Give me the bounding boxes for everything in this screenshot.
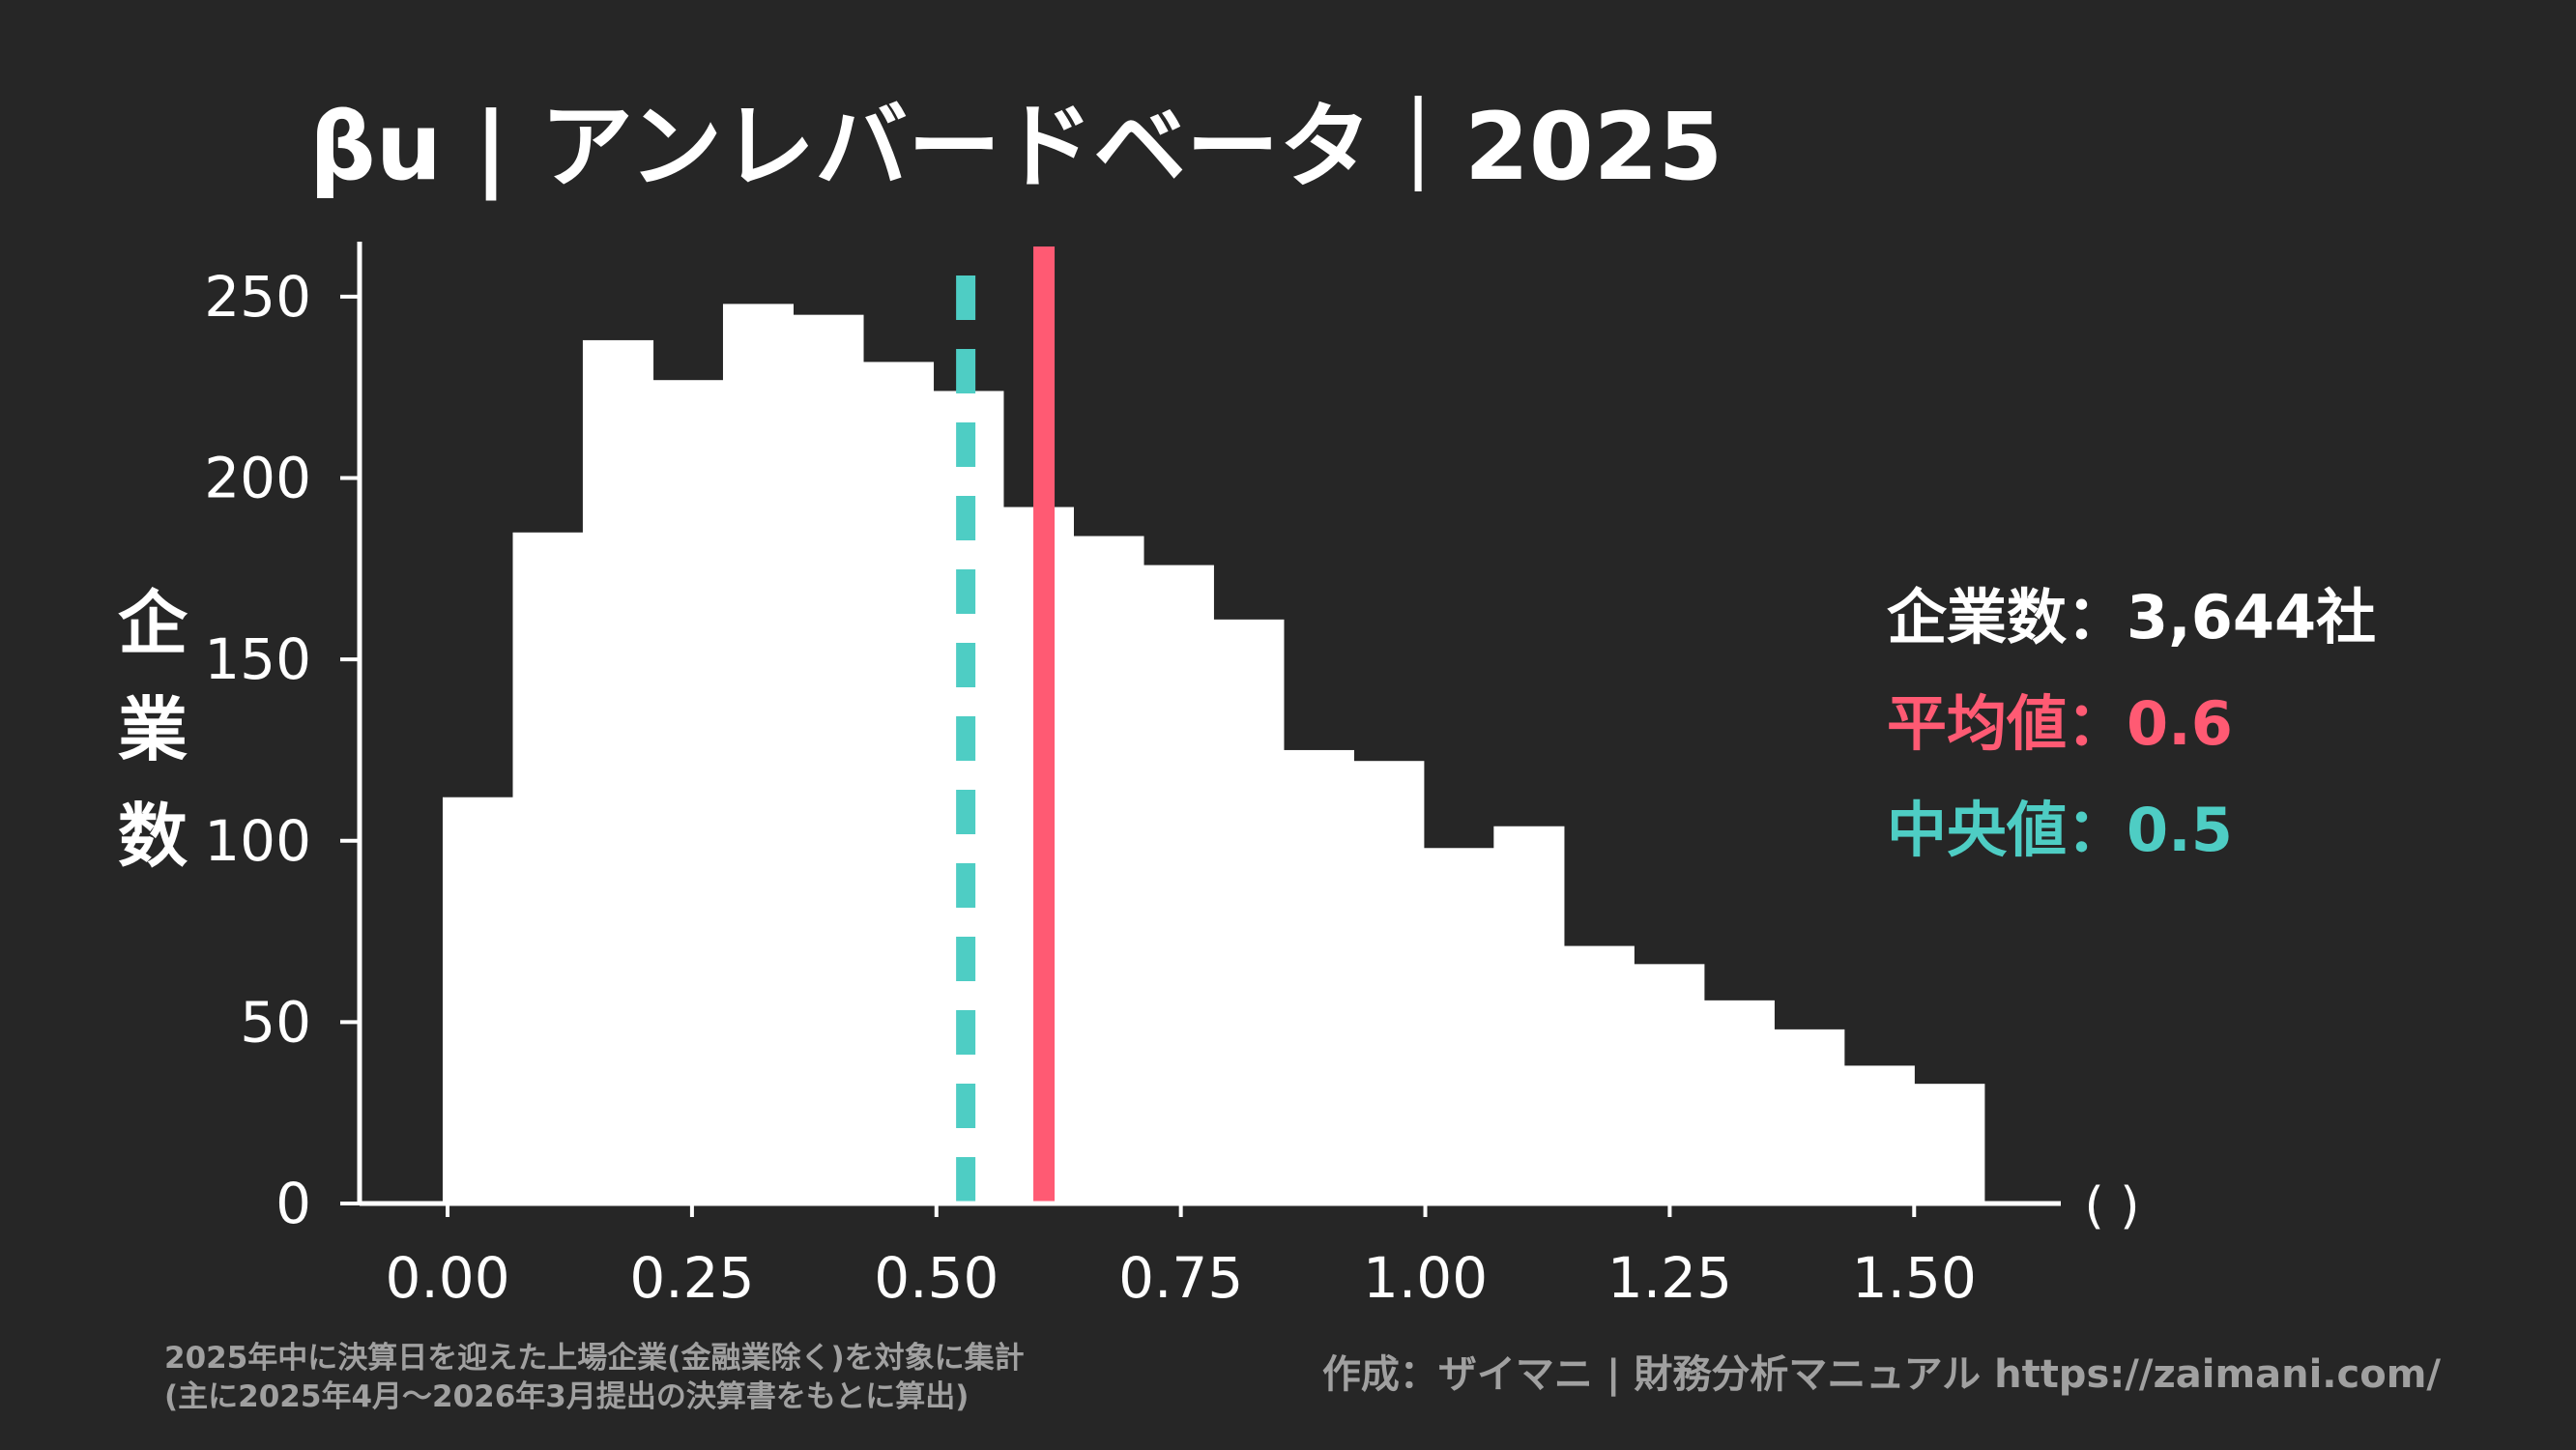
histogram-bar [862, 362, 935, 1204]
x-tick-label: 1.00 [1363, 1245, 1488, 1311]
histogram-bar [652, 380, 724, 1204]
x-tick-label: 0.50 [874, 1245, 999, 1311]
x-tick-label: 1.25 [1607, 1245, 1732, 1311]
reference-lines [956, 246, 1056, 1204]
x-tick-label: 1.50 [1852, 1245, 1977, 1311]
histogram-bar [1634, 964, 1705, 1204]
histogram-bar [1143, 565, 1214, 1204]
median-stat: 中央値：0.5 [1887, 795, 2233, 865]
histogram-bar [1493, 826, 1565, 1204]
axes [357, 242, 2061, 1206]
credit-text: 作成：ザイマニ | 財務分析マニュアル https://zaimani.com/ [1322, 1352, 2441, 1398]
histogram-bar [582, 339, 654, 1204]
histogram-bar [1073, 536, 1144, 1204]
footnote-line-2: (主に2025年4月～2026年3月提出の決算書をもとに算出) [164, 1379, 969, 1414]
company-count-stat: 企業数：3,644社 [1887, 582, 2376, 652]
y-axis-label-char: 企 [118, 583, 188, 664]
chart-title: βu | アンレバードベータ｜2025 [309, 93, 1722, 202]
y-axis-label-char: 業 [118, 689, 188, 770]
stats-panel: 企業数：3,644社 平均値：0.6 中央値：0.5 [1887, 582, 2376, 865]
histogram-bars [442, 304, 1985, 1204]
footnote-line-1: 2025年中に決算日を迎えた上場企業(金融業除く)を対象に集計 [164, 1341, 1025, 1376]
histogram-bar [722, 304, 794, 1204]
histogram-bar [1283, 749, 1354, 1204]
histogram-bar [1843, 1065, 1915, 1204]
histogram-bar [1213, 619, 1285, 1204]
x-tick-label: 0.00 [385, 1245, 509, 1311]
y-tick-label: 250 [204, 264, 311, 330]
y-tick-label: 200 [204, 446, 311, 511]
x-tick-label: 0.75 [1118, 1245, 1243, 1311]
y-tick-label: 50 [240, 989, 311, 1055]
x-tick-label: 0.25 [629, 1245, 754, 1311]
y-tick-label: 100 [204, 808, 311, 874]
x-axis-label: ( ) [2084, 1177, 2139, 1235]
histogram-bar [793, 314, 864, 1204]
mean-stat: 平均値：0.6 [1887, 688, 2233, 759]
histogram-bar [512, 532, 584, 1204]
histogram-bar [1423, 848, 1494, 1204]
histogram-bar [1914, 1084, 1985, 1204]
histogram-bar [1563, 945, 1635, 1204]
histogram-bar [1774, 1029, 1845, 1204]
histogram-bar [442, 797, 514, 1204]
histogram-bar [1353, 761, 1425, 1204]
x-axis-ticks: 0.00 0.25 0.50 0.75 1.00 1.25 1.50 [385, 1204, 1977, 1311]
y-tick-label: 150 [204, 626, 311, 692]
y-axis-ticks: 0 50 100 150 200 250 [204, 264, 360, 1236]
histogram-bar [1703, 1000, 1775, 1204]
y-tick-label: 0 [275, 1171, 311, 1236]
y-axis-label-char: 数 [118, 796, 188, 877]
y-axis-label: 企業数 [118, 583, 188, 877]
